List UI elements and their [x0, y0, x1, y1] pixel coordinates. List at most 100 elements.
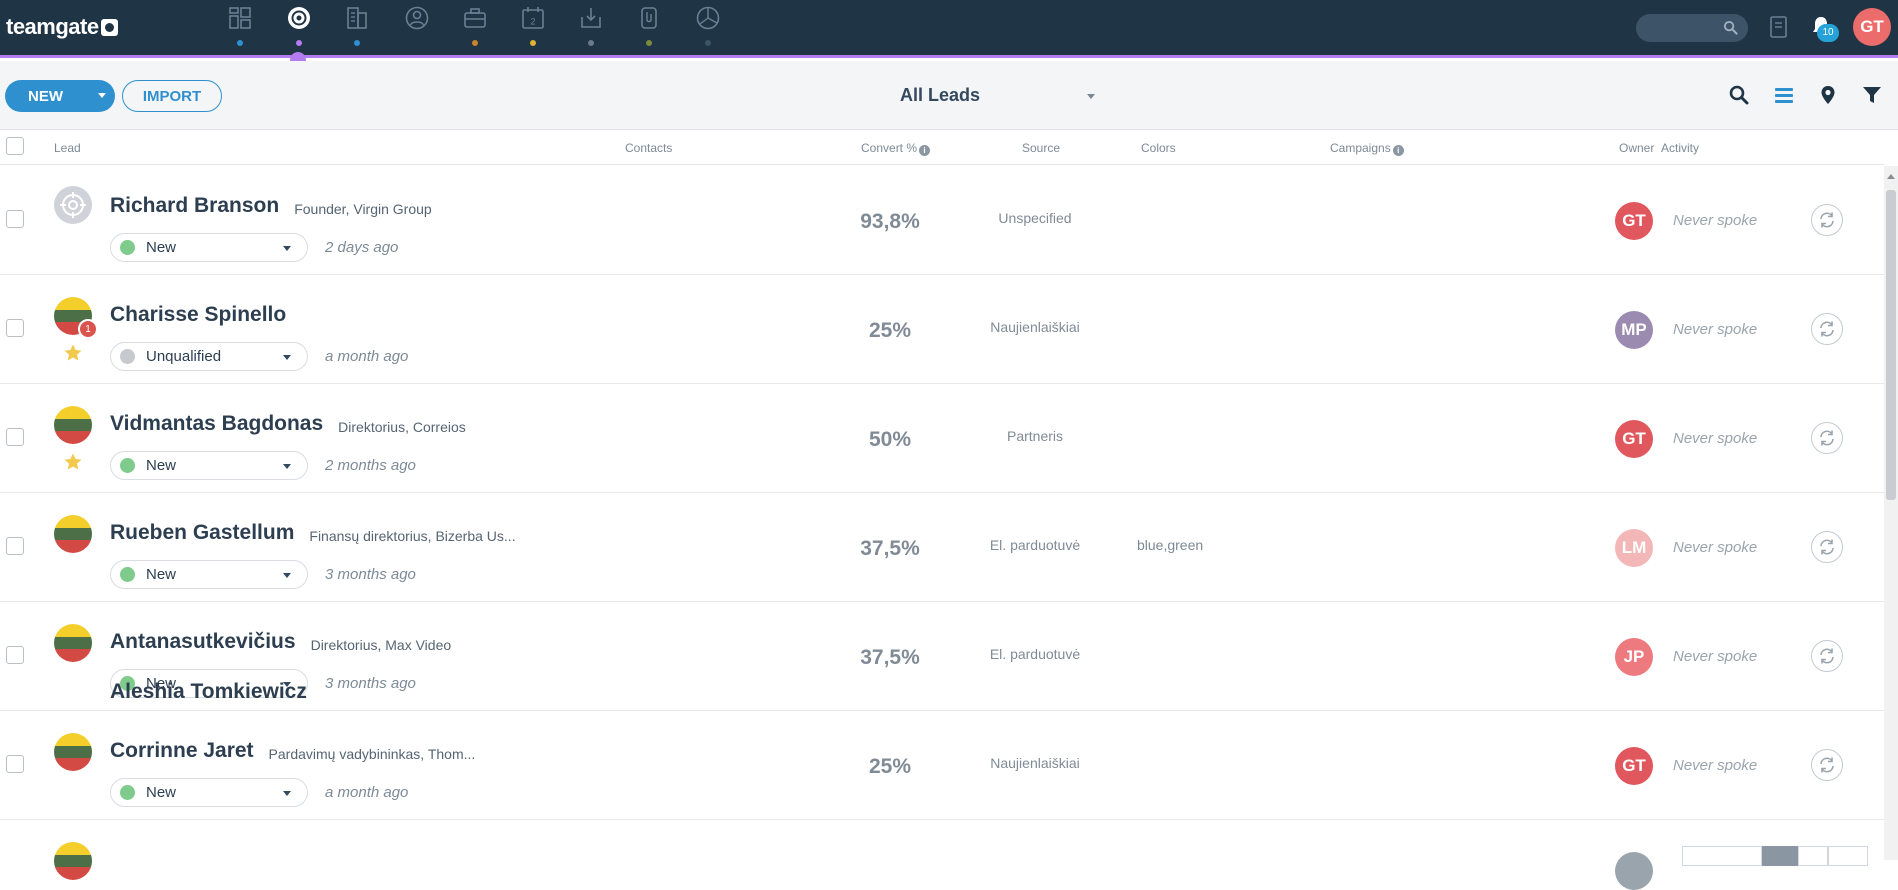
owner-avatar[interactable]: GT — [1615, 420, 1653, 458]
pagination-previous-button[interactable] — [1682, 846, 1762, 866]
lead-status-select[interactable]: New — [110, 560, 308, 589]
chevron-down-icon — [283, 464, 291, 469]
table-row[interactable]: 1 Charisse Spinello Unqualified a month ago… — [0, 275, 1884, 384]
lead-status-select[interactable]: New — [110, 451, 308, 480]
lead-name[interactable]: Vidmantas Bagdonas — [110, 412, 324, 435]
convert-lead-button[interactable] — [1811, 640, 1843, 672]
column-header-contacts[interactable]: Contacts — [625, 141, 673, 155]
new-dropdown-caret-icon[interactable] — [98, 93, 106, 98]
convert-lead-button[interactable] — [1811, 204, 1843, 236]
pagination-next-button[interactable] — [1828, 846, 1868, 866]
search-icon[interactable] — [1728, 84, 1750, 106]
filter-icon[interactable] — [1861, 84, 1883, 106]
nav-item-leads-target[interactable] — [284, 5, 314, 49]
view-dropdown-caret-icon[interactable] — [1087, 94, 1095, 99]
nav-item-companies[interactable] — [342, 5, 372, 49]
nav-item-documents[interactable] — [634, 5, 664, 49]
row-checkbox[interactable] — [6, 319, 24, 337]
country-flag-icon — [54, 842, 92, 880]
column-header-owner[interactable]: Owner — [1619, 141, 1655, 155]
convert-percentage: 50% — [868, 428, 912, 451]
table-row[interactable]: Richard Branson Founder, Virgin Group New 2… — [0, 166, 1884, 275]
country-flag-icon — [54, 733, 92, 771]
campaigns-header-label: Campaigns — [1330, 141, 1391, 155]
row-checkbox[interactable] — [6, 755, 24, 773]
owner-avatar[interactable]: JP — [1615, 638, 1653, 676]
nav-item-reports-pie[interactable] — [693, 5, 723, 49]
lead-status-select[interactable]: New — [110, 669, 308, 698]
row-checkbox[interactable] — [6, 537, 24, 555]
lead-name[interactable]: Rueben Gastellum — [110, 521, 295, 544]
owner-avatar[interactable]: LM — [1615, 529, 1653, 567]
nav-item-contacts[interactable] — [402, 5, 432, 49]
refresh-cycle-icon — [1820, 757, 1834, 773]
column-header-colors[interactable]: Colors — [1141, 141, 1176, 155]
column-header-convert[interactable]: Convert % i — [861, 141, 931, 156]
row-checkbox[interactable] — [6, 646, 24, 664]
app-logo[interactable]: teamgate — [6, 14, 118, 40]
row-checkbox[interactable] — [6, 428, 24, 446]
pagination-page-current[interactable] — [1762, 846, 1798, 866]
new-lead-button[interactable]: NEW — [5, 80, 115, 112]
column-header-source[interactable]: Source — [1022, 141, 1061, 155]
info-icon[interactable]: i — [919, 145, 931, 156]
owner-avatar[interactable]: GT — [1615, 202, 1653, 240]
lead-name[interactable]: Antanasutkevičius — [110, 630, 296, 653]
lead-created-time: 2 days ago — [325, 239, 399, 256]
lead-name[interactable]: Richard Branson — [110, 194, 280, 217]
scrollbar-thumb[interactable] — [1886, 190, 1896, 500]
table-row[interactable]: Corrinne Jaret Pardavimų vadybininkas, Th… — [0, 711, 1884, 820]
owner-avatar[interactable]: GT — [1615, 747, 1653, 785]
owner-avatar — [1615, 852, 1653, 890]
lead-name[interactable]: Aleshia Tomkiewicz — [110, 680, 307, 703]
vertical-scrollbar[interactable] — [1884, 166, 1898, 860]
convert-lead-button[interactable] — [1811, 749, 1843, 781]
select-all-checkbox[interactable] — [6, 137, 24, 155]
convert-lead-button[interactable] — [1811, 531, 1843, 563]
global-search-input[interactable] — [1636, 14, 1748, 42]
notification-badge: 1 — [78, 319, 98, 339]
convert-lead-button[interactable] — [1811, 313, 1843, 345]
logo-text: teamgate — [6, 14, 99, 39]
status-label: New — [146, 675, 177, 692]
lead-job-title: Finansų direktorius, Bizerba Us... — [309, 528, 516, 544]
inbox-download-icon — [581, 8, 601, 28]
row-checkbox[interactable] — [6, 210, 24, 228]
table-row[interactable]: Rueben Gastellum Finansų direktorius, Biz… — [0, 493, 1884, 602]
user-avatar[interactable]: GT — [1853, 8, 1891, 46]
convert-percentage: 25% — [868, 319, 912, 342]
table-header: Lead Contacts Convert % i Source Colors C… — [0, 131, 1884, 165]
refresh-cycle-icon — [1820, 539, 1834, 555]
convert-lead-button[interactable] — [1811, 422, 1843, 454]
nav-item-inbox-download[interactable] — [576, 5, 606, 49]
list-view-icon[interactable] — [1773, 84, 1795, 106]
status-color-dot — [120, 349, 135, 364]
table-row[interactable]: Vidmantas Bagdonas Direktorius, Correios N… — [0, 384, 1884, 493]
map-pin-icon[interactable] — [1817, 84, 1839, 106]
nav-item-calendar[interactable]: 2 — [518, 5, 548, 49]
column-header-campaigns[interactable]: Campaigns i — [1330, 141, 1404, 156]
lead-source: Partneris — [1006, 428, 1064, 444]
country-flag-icon — [54, 515, 92, 553]
star-icon[interactable] — [63, 343, 83, 363]
import-button[interactable]: IMPORT — [122, 80, 222, 112]
document-icon[interactable] — [1768, 15, 1790, 39]
lead-name[interactable]: Charisse Spinello — [110, 303, 287, 326]
column-header-lead[interactable]: Lead — [54, 141, 81, 155]
column-header-activity[interactable]: Activity — [1661, 141, 1700, 155]
lead-status-select[interactable]: Unqualified — [110, 342, 308, 371]
info-icon[interactable]: i — [1392, 145, 1404, 156]
table-row[interactable]: Antanasutkevičius Direktorius, Max Video N… — [0, 602, 1884, 711]
owner-avatar[interactable]: MP — [1615, 311, 1653, 349]
nav-item-deals-briefcase[interactable] — [460, 5, 490, 49]
convert-percentage: 93,8% — [860, 210, 920, 233]
lead-status-select[interactable]: New — [110, 233, 308, 262]
pagination-page-button[interactable] — [1798, 846, 1828, 866]
chevron-down-icon — [283, 246, 291, 251]
star-icon[interactable] — [63, 452, 83, 472]
view-filter-select[interactable]: All Leads — [900, 85, 1100, 109]
scroll-up-arrow-icon[interactable] — [1887, 174, 1895, 179]
nav-item-dashboard[interactable] — [225, 5, 255, 49]
lead-name[interactable]: Corrinne Jaret — [110, 739, 254, 762]
lead-status-select[interactable]: New — [110, 778, 308, 807]
